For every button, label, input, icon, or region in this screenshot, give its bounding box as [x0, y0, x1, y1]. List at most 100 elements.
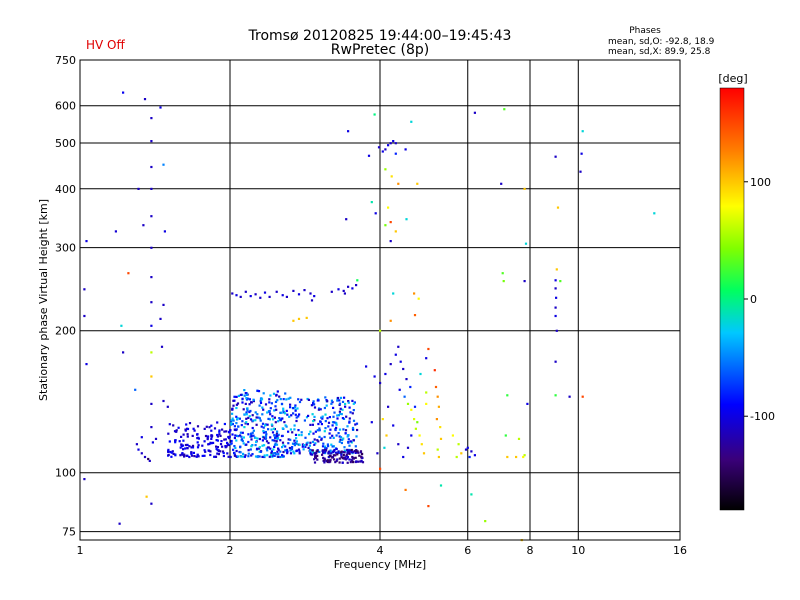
data-point — [162, 303, 165, 306]
data-point — [271, 455, 274, 458]
data-point — [245, 421, 248, 424]
data-point — [171, 450, 174, 453]
data-point — [186, 427, 190, 431]
data-point — [179, 454, 182, 457]
data-point — [205, 425, 208, 428]
data-point — [279, 439, 282, 442]
data-point — [177, 426, 180, 429]
data-point — [279, 419, 282, 422]
data-point — [305, 416, 309, 419]
data-point — [334, 461, 337, 464]
data-point — [270, 428, 273, 431]
data-point — [343, 446, 346, 449]
data-point — [554, 155, 557, 158]
data-point — [398, 388, 401, 391]
data-point — [246, 407, 249, 410]
data-point — [180, 443, 183, 446]
data-point — [85, 363, 88, 366]
data-point — [355, 284, 358, 287]
data-point — [150, 187, 153, 190]
data-point — [242, 452, 245, 455]
data-point — [311, 449, 314, 452]
data-point — [303, 289, 306, 292]
data-point — [554, 306, 557, 309]
data-point — [304, 445, 307, 448]
data-point — [344, 432, 347, 435]
data-point — [555, 268, 558, 271]
data-point — [216, 446, 219, 449]
data-point — [231, 407, 234, 410]
data-point — [390, 175, 393, 178]
data-point — [215, 445, 218, 448]
data-point — [218, 433, 221, 436]
data-point — [282, 409, 285, 412]
data-point — [283, 421, 286, 424]
data-point — [348, 458, 351, 461]
data-point — [295, 449, 298, 452]
data-point — [350, 451, 353, 454]
data-point — [309, 441, 312, 444]
data-point — [135, 443, 138, 446]
data-point — [261, 422, 265, 425]
data-point — [167, 450, 170, 453]
data-point — [336, 396, 340, 400]
data-point — [328, 416, 331, 419]
data-point — [216, 439, 219, 442]
data-point — [327, 450, 330, 453]
data-point — [306, 397, 309, 401]
data-point — [120, 324, 123, 327]
data-point — [191, 434, 194, 437]
data-point — [268, 398, 271, 401]
data-point — [184, 428, 187, 431]
data-point — [473, 111, 476, 114]
data-point — [334, 428, 337, 431]
data-point — [352, 456, 355, 460]
data-point — [203, 440, 206, 443]
data-point — [277, 447, 280, 450]
data-point — [255, 440, 258, 444]
data-point — [522, 455, 525, 459]
data-point — [273, 445, 276, 448]
data-point — [258, 450, 261, 453]
data-point — [235, 403, 238, 406]
data-point — [284, 445, 287, 448]
data-point — [256, 437, 259, 440]
data-point — [293, 452, 296, 455]
data-point — [264, 403, 268, 406]
data-point — [233, 395, 236, 398]
data-point — [554, 360, 557, 363]
data-point — [295, 419, 298, 423]
data-point — [226, 443, 229, 446]
data-point — [150, 426, 153, 429]
data-point — [322, 442, 325, 445]
data-point — [312, 400, 315, 403]
data-point — [280, 411, 283, 414]
data-point — [289, 396, 292, 399]
data-point — [216, 452, 219, 455]
data-point — [414, 427, 417, 430]
data-point — [180, 435, 183, 438]
data-point — [271, 431, 275, 434]
data-point — [230, 439, 233, 443]
data-point — [231, 412, 234, 415]
data-point — [402, 367, 405, 371]
data-point — [275, 440, 278, 443]
data-point — [266, 449, 269, 452]
data-point — [83, 314, 86, 318]
data-point — [374, 212, 377, 215]
data-point — [195, 455, 198, 458]
data-point — [174, 453, 177, 456]
data-point — [237, 394, 240, 397]
data-point — [150, 301, 153, 304]
data-point — [270, 453, 273, 456]
data-point — [150, 165, 153, 169]
data-point — [269, 447, 272, 450]
data-point — [305, 443, 308, 446]
data-point — [263, 455, 266, 459]
y-tick-label: 750 — [55, 54, 76, 67]
data-point — [331, 445, 334, 448]
data-point — [554, 394, 557, 397]
data-point — [142, 224, 145, 227]
data-point — [336, 417, 339, 420]
colorbar-tick-label: 0 — [750, 293, 757, 306]
